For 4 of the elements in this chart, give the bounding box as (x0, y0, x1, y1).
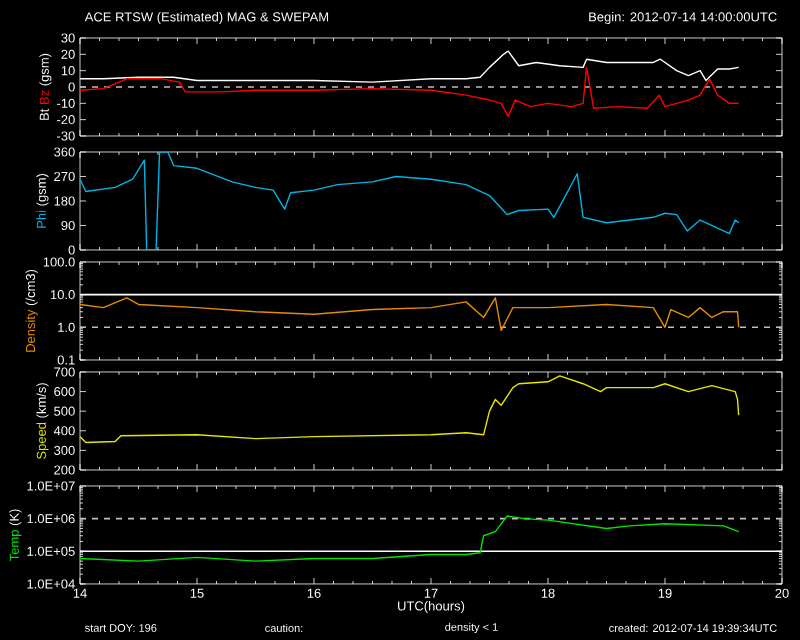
line-series (80, 297, 740, 332)
line-series (80, 515, 740, 562)
line-series (80, 151, 740, 250)
line-series (80, 66, 740, 118)
